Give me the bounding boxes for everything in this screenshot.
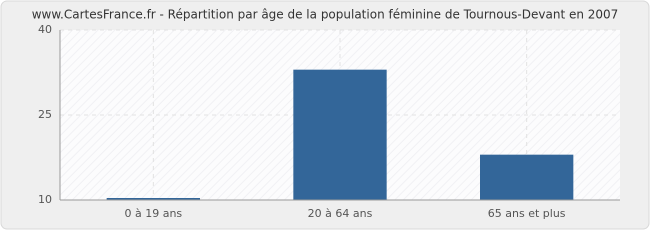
chart: www.CartesFrance.fr - Répartition par âg…	[0, 0, 650, 230]
y-tick-label: 25	[38, 108, 52, 121]
bar	[480, 154, 574, 200]
x-tick-label: 20 à 64 ans	[308, 207, 373, 220]
bar	[293, 69, 387, 201]
y-tick-label: 10	[38, 193, 52, 206]
x-tick-label: 0 à 19 ans	[124, 207, 182, 220]
bar	[106, 198, 200, 200]
chart-title: www.CartesFrance.fr - Répartition par âg…	[32, 8, 619, 22]
x-tick-label: 65 ans et plus	[488, 207, 566, 220]
y-tick-label: 40	[38, 23, 52, 36]
